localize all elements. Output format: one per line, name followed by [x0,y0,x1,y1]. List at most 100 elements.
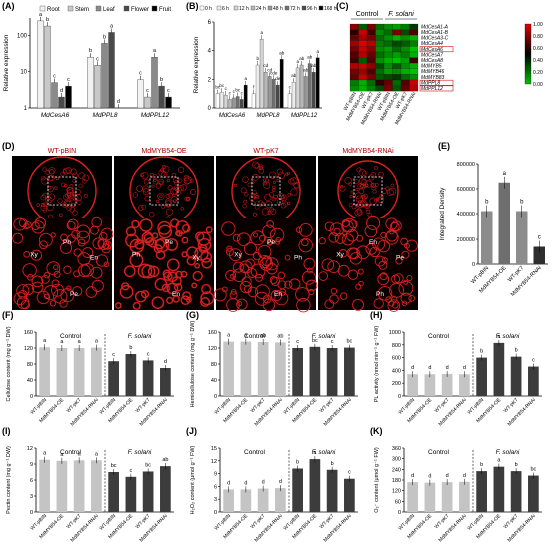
cell [254,291,269,306]
cell [76,199,82,205]
bar [51,82,58,109]
y-tick-label: 120 [208,346,217,352]
cell [362,170,367,176]
heatmap-cell [375,74,385,81]
micrograph-zoom [318,218,418,310]
bar [309,346,321,396]
y-tick-label: 300 [392,457,401,463]
cell [39,240,48,250]
cell [67,218,79,230]
sig-letter: b [89,48,92,54]
cell [40,203,45,208]
bar [239,99,244,109]
cell [31,281,44,294]
y-tick-label: 9 [214,472,217,478]
cell [184,176,192,184]
bar [44,25,51,109]
cell [242,176,249,183]
cell [82,174,90,182]
sig-letter: c [331,339,334,345]
cell [266,220,274,228]
cell [357,268,364,275]
group-label: Control [60,333,82,340]
y-tick-label: 40 [211,378,217,384]
cell [76,224,91,239]
y-tick-label: 120 [392,489,401,495]
heatmap-cell [358,79,368,86]
heatmap-cell [366,85,376,92]
y-tick-label: 200000 [457,237,475,243]
cell [162,165,170,173]
cell [132,301,141,310]
heatmap-cell [392,40,402,47]
cell [372,189,377,194]
cell [370,183,375,187]
sig-letter: a [296,59,299,64]
cell [12,232,24,244]
cell [165,198,172,205]
heatmap-cell [383,29,393,36]
cell [324,299,335,310]
bar [151,57,158,109]
cell [377,286,393,301]
sig-letter: a [227,333,231,339]
cell [66,285,72,291]
cell [161,283,171,293]
cell [275,236,282,243]
cell [162,269,172,279]
heatmap-cell [375,68,385,75]
heatmap-cell [358,23,368,30]
heatmap-row-label: MdPPL8 [421,80,440,86]
bar [58,96,65,109]
heatmap-cell [349,85,359,92]
panel-label-D: (D) [2,141,15,151]
panel-label-F: (F) [2,310,14,320]
tissue-label: En [274,291,282,298]
cell [141,171,149,180]
cell [192,270,203,282]
heatmap-cell [409,68,419,75]
cell [54,186,58,190]
group-label: F. solani [496,449,520,456]
cell [329,294,339,304]
bar [279,59,284,109]
heatmap-cell [409,23,419,30]
cell [370,182,377,188]
cell [318,271,329,281]
cell [158,180,164,186]
cell [73,270,81,278]
cell [140,289,150,299]
cell [330,287,338,295]
bar [510,471,522,512]
bar [91,347,102,396]
cell [50,232,56,238]
heatmap-cell [349,35,359,41]
cell [361,195,367,200]
cell [401,250,410,259]
cell [346,247,359,260]
heatmap-cell [358,35,368,41]
sig-letter: b [485,200,489,206]
panel-A-expression-tissues: (A) 1 10 100 Relative expression Root Stem Leaf… [2,1,180,119]
y-tick-label: 0 [472,262,475,268]
cell [353,179,359,185]
cell [42,208,48,213]
sig-letter: c [167,88,170,94]
cell [258,255,272,268]
sig-letter: a [497,458,501,464]
heatmap-row-label: MdCesA7 [421,52,443,58]
cell [42,192,48,199]
cell [277,271,286,280]
heatmap-cell [400,46,410,53]
sig-letter: ab [299,56,305,61]
heatmap-cell [409,29,419,36]
cell [290,177,298,185]
cell [169,187,178,196]
cell [176,230,183,237]
panel-K-superoxide: (K) 0 60 120 180 240 300 360 O₂⁻ content (μmol g… [370,426,542,543]
cell [65,200,72,208]
legend-swatch [151,5,158,12]
legend-swatch [123,5,130,12]
bar [227,99,232,109]
sig-letter: f [253,85,255,90]
